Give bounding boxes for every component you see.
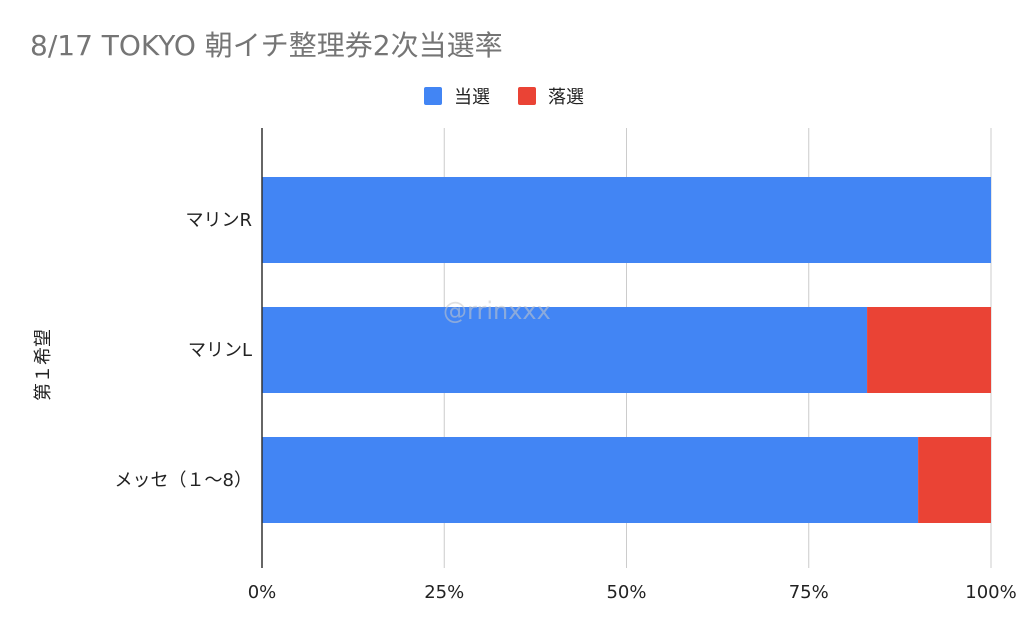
bar-win-2 (262, 437, 919, 523)
category-label-0: マリンR (185, 210, 252, 231)
legend-label-win: 当選 (454, 87, 490, 108)
legend-swatch-win (424, 87, 442, 105)
x-tick-label-0: 0% (248, 582, 277, 603)
legend-item-lose: 落選 (518, 83, 584, 109)
legend-swatch-lose (518, 87, 536, 105)
x-tick-label-3: 75% (789, 582, 829, 603)
category-label-2: メッセ（１～8） (115, 470, 252, 491)
bar-win-0 (262, 177, 991, 263)
category-label-1: マリンL (188, 340, 252, 361)
x-tick-label-2: 50% (606, 582, 646, 603)
x-tick-label-1: 25% (424, 582, 464, 603)
legend-item-win: 当選 (424, 83, 490, 109)
bar-lose-1 (867, 307, 991, 393)
x-tick-label-4: 100% (965, 582, 1016, 603)
legend: 当選 落選 (424, 84, 612, 108)
bar-win-1 (262, 307, 868, 393)
legend-label-lose: 落選 (548, 87, 584, 108)
chart-title: 8/17 TOKYO 朝イチ整理券2次当選率 (30, 29, 503, 62)
bar-lose-2 (918, 437, 991, 523)
